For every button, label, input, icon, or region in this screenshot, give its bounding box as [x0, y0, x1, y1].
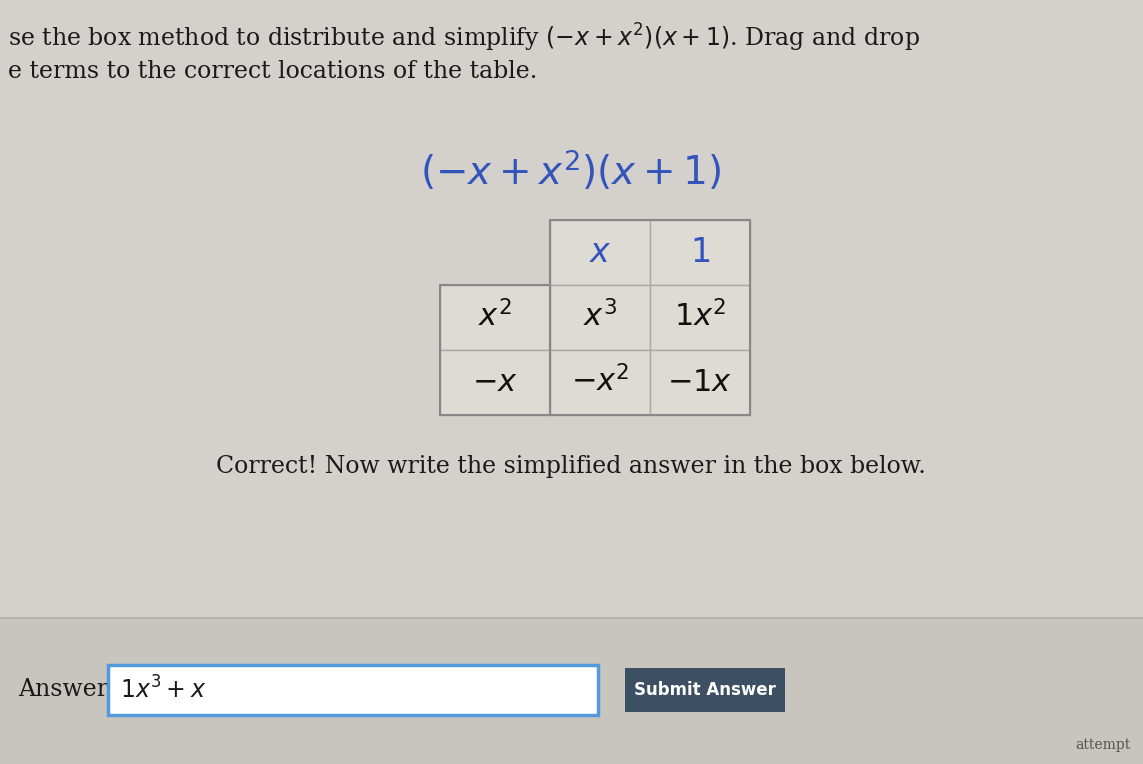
Bar [550, 220, 750, 415]
Bar [650, 220, 750, 285]
Bar [107, 665, 598, 715]
Text: $1x^3+x$: $1x^3+x$ [120, 676, 207, 704]
Text: $x$: $x$ [589, 237, 612, 268]
Bar [625, 668, 785, 712]
Text: $(-x+x^2)(x+1)$: $(-x+x^2)(x+1)$ [421, 148, 721, 193]
Bar [550, 220, 650, 285]
Text: Submit Answer: Submit Answer [634, 681, 776, 699]
Text: Answer:: Answer: [18, 678, 117, 701]
Bar [650, 285, 750, 350]
Text: $1$: $1$ [690, 237, 710, 268]
Text: $x^2$: $x^2$ [478, 301, 512, 334]
Text: $1x^2$: $1x^2$ [674, 301, 726, 334]
Bar [440, 285, 550, 350]
Text: e terms to the correct locations of the table.: e terms to the correct locations of the … [8, 60, 537, 83]
Text: $-1x$: $-1x$ [668, 367, 733, 398]
Bar [440, 285, 550, 415]
Bar [550, 350, 650, 415]
Text: $-x$: $-x$ [472, 367, 518, 398]
Bar [440, 350, 550, 415]
Text: $-x^2$: $-x^2$ [570, 366, 630, 399]
Bar [650, 350, 750, 415]
Text: Correct! Now write the simplified answer in the box below.: Correct! Now write the simplified answer… [216, 455, 926, 478]
Bar [550, 285, 650, 350]
Bar [0, 618, 1143, 764]
Text: $x^3$: $x^3$ [583, 301, 617, 334]
Text: attempt: attempt [1074, 738, 1130, 752]
Text: se the box method to distribute and simplify $(-x+x^2)(x+1)$. Drag and drop: se the box method to distribute and simp… [8, 22, 920, 54]
